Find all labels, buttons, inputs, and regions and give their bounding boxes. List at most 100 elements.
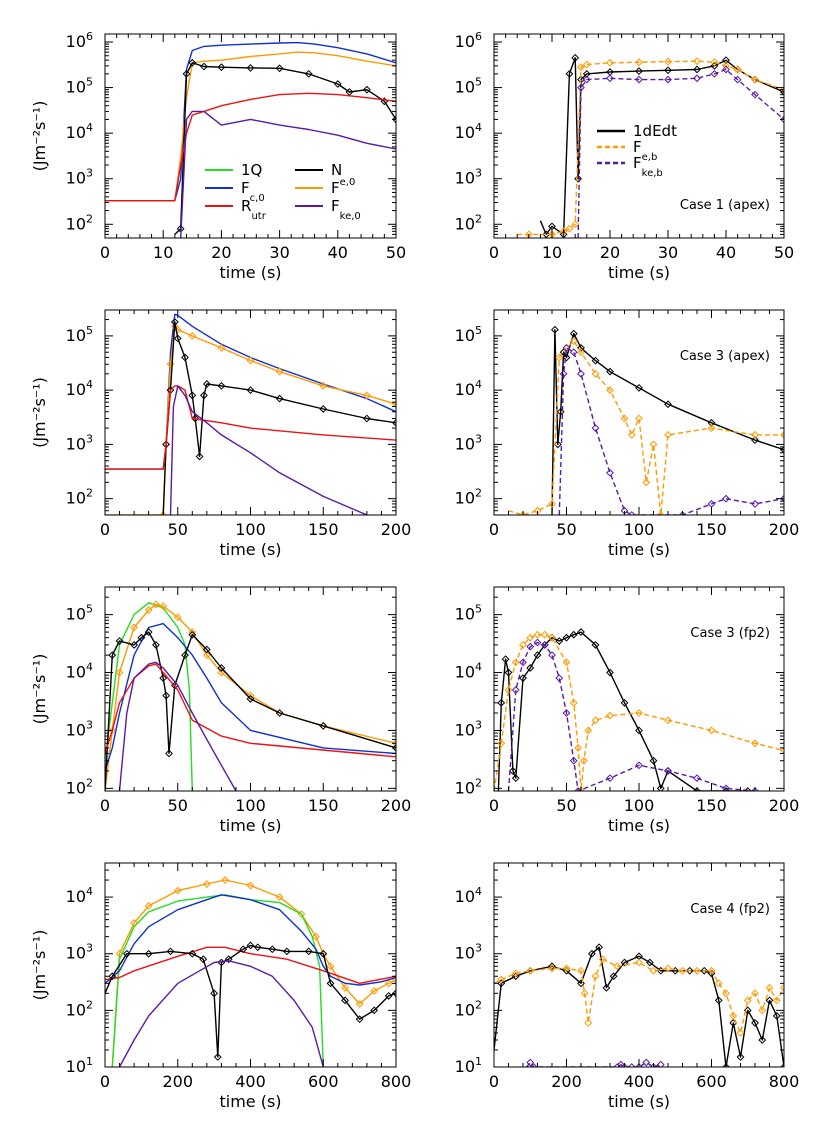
x-tick-label: 200	[769, 520, 800, 539]
y-axis-title: (Jm⁻²s⁻¹)	[30, 377, 49, 448]
series-N-point	[319, 949, 328, 958]
series-Fkeb-point	[664, 767, 672, 775]
legend-label-Fke0: Fke,0	[331, 197, 361, 222]
series-Fkeb-point	[555, 674, 564, 683]
series-Fe0-point	[173, 613, 182, 622]
legend-label-base: F	[633, 138, 642, 156]
x-tick-label: 50	[774, 243, 794, 262]
series-Feb-point	[577, 966, 585, 975]
series-N-point	[370, 1006, 379, 1015]
y-tick-exponent: 3	[86, 718, 93, 731]
legend-label-Fkeb: Fke,b	[633, 154, 663, 179]
y-tick-base: 10	[66, 214, 86, 233]
series-1dEdt-point	[571, 53, 580, 62]
series-1dEdt-point	[591, 641, 600, 649]
series-N-point	[188, 949, 197, 958]
series-Fkeb-point	[780, 115, 784, 124]
series-Fe0-point	[202, 880, 211, 888]
x-tick-label: 100	[235, 796, 266, 815]
series-Rutr-line	[105, 663, 396, 758]
series-1dEdt-point	[591, 356, 600, 365]
series-N-point	[188, 391, 197, 400]
series-Fkeb-point	[780, 494, 784, 503]
series-N-point	[246, 64, 255, 72]
plot-frame	[493, 586, 785, 792]
series-N-line	[162, 321, 396, 515]
series-Feb-point	[620, 414, 629, 423]
series-1dEdt-point	[497, 979, 506, 988]
series-Feb-point	[758, 1006, 767, 1015]
series-Fkeb-point	[606, 468, 614, 477]
series-1Q-line	[105, 602, 193, 791]
series-Feb-point	[497, 739, 506, 748]
x-tick-label: 0	[489, 520, 499, 539]
y-tick-exponent: 6	[86, 30, 93, 43]
y-tick-label: 101	[455, 1055, 482, 1076]
y-tick-base: 10	[66, 778, 86, 797]
series-Fkeb-point	[559, 369, 568, 378]
series-1dEdt-point	[548, 222, 556, 231]
series-1dEdt-point	[555, 637, 564, 645]
series-N-point	[108, 972, 117, 981]
series-Feb-point	[497, 975, 506, 984]
y-tick-exponent: 3	[475, 942, 482, 955]
series-N-line	[105, 631, 396, 791]
series-Fe0-point	[362, 391, 371, 400]
series-1dEdt-point	[649, 756, 658, 765]
series-Feb-line	[494, 958, 784, 1034]
series-N-point	[181, 353, 189, 362]
y-tick-label: 103	[66, 718, 93, 739]
series-Fe0-point	[188, 331, 197, 340]
series-Feb-point	[565, 224, 574, 233]
x-tick-label: 0	[489, 243, 499, 262]
series-Fc0-line	[105, 622, 396, 772]
series-1dEdt-point	[508, 767, 517, 775]
series-N-point	[253, 943, 262, 952]
x-tick-label: 10	[153, 243, 173, 262]
series-Feb-point	[591, 716, 600, 725]
series-Feb-point	[693, 57, 701, 66]
series-Fe0-point	[275, 367, 284, 376]
series-Feb-point	[780, 746, 784, 755]
series-N-point	[202, 645, 211, 654]
series-1dEdt-point	[685, 966, 694, 975]
series-N-point	[246, 386, 255, 395]
x-tick-label: 100	[624, 796, 655, 815]
series-1dEdt-point	[664, 400, 672, 409]
series-Fkeb-line	[558, 347, 784, 515]
series-1dEdt-point	[765, 996, 774, 1005]
series-N-point	[108, 651, 117, 660]
series-Fkeb-point	[519, 658, 527, 667]
series-Feb-point	[526, 633, 535, 642]
series-N-point	[392, 989, 396, 998]
series-Fe0-point	[130, 623, 139, 632]
series-1dEdt-point	[565, 69, 574, 78]
series-Fkeb-point	[511, 686, 520, 694]
series-Feb-point	[606, 711, 614, 720]
x-tick-label: 50	[168, 520, 188, 539]
series-Fke0-line	[169, 385, 368, 515]
y-tick-base: 10	[455, 78, 475, 97]
series-Rutr-line	[105, 92, 396, 202]
series-1dEdt-point	[582, 69, 591, 78]
y-tick-exponent: 4	[475, 378, 482, 391]
series-N-point	[188, 630, 197, 639]
series-Fc0-line	[105, 894, 396, 986]
series-Feb-point	[707, 966, 716, 975]
series-N-point	[199, 955, 208, 964]
series-1dEdt-point	[635, 726, 643, 735]
legend-label-base: F	[633, 154, 642, 172]
series-Feb-point	[729, 1011, 738, 1020]
legend-label-base: F	[331, 179, 340, 197]
series-1dEdt-point	[606, 668, 614, 677]
y-tick-exponent: 4	[475, 661, 482, 674]
y-tick-label: 106	[66, 30, 93, 51]
series-1dEdt-point	[645, 958, 654, 967]
y-tick-label: 105	[455, 603, 482, 624]
y-tick-label: 102	[66, 776, 93, 797]
y-tick-base: 10	[455, 326, 475, 345]
y-tick-base: 10	[66, 605, 86, 624]
series-1dEdt-point	[526, 664, 535, 672]
y-tick-exponent: 4	[86, 885, 93, 898]
